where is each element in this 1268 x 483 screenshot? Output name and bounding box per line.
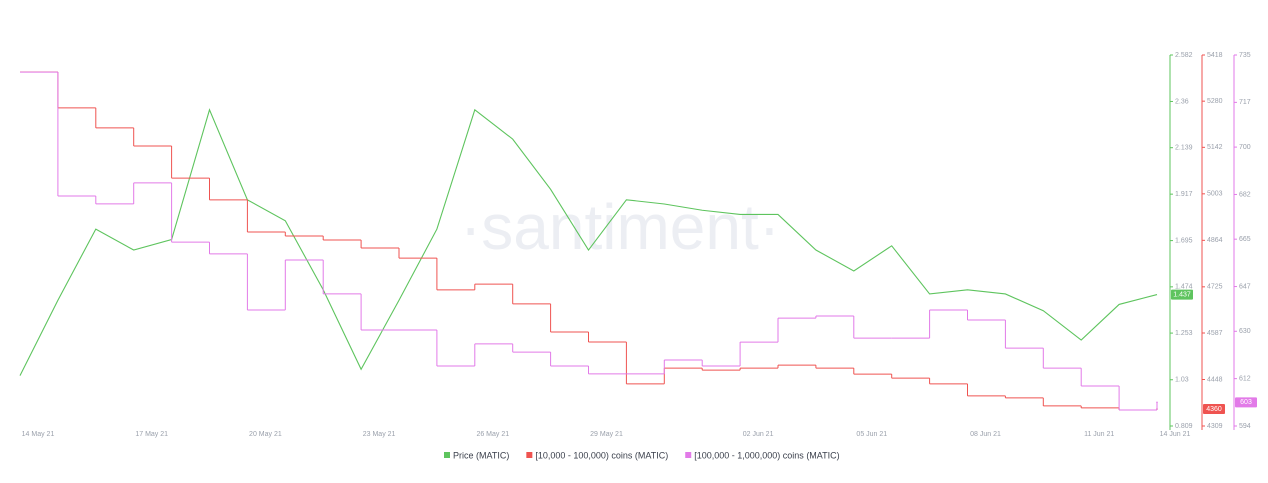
x-tick-label: 11 Jun 21 (1084, 431, 1114, 438)
y-tick-label: 5280 (1207, 98, 1223, 105)
legend-label: Price (MATIC) (453, 450, 509, 460)
watermark: ·santiment· (460, 191, 780, 263)
end-point (1156, 401, 1158, 404)
y-tick-label: 612 (1239, 375, 1251, 382)
y-tick-label: 1.917 (1175, 191, 1193, 198)
x-tick-label: 08 Jun 21 (970, 431, 1001, 438)
y-tick-label: 682 (1239, 191, 1251, 198)
y-tick-label: 4725 (1207, 284, 1223, 291)
last-value-badge (1203, 403, 1225, 414)
y-tick-label: 665 (1239, 236, 1251, 243)
x-tick-label: 23 May 21 (363, 431, 396, 438)
y-tick-label: 1.253 (1175, 330, 1193, 337)
x-tick-label: 17 May 21 (135, 431, 168, 438)
y-tick-label: 4448 (1207, 376, 1223, 383)
y-tick-label: 4864 (1207, 237, 1223, 244)
x-tick-label: 14 Jun 21 (1160, 431, 1191, 438)
x-tick-label: 14 May 21 (22, 431, 55, 438)
y-tick-label: 5418 (1207, 52, 1223, 59)
last-value-badge (1171, 289, 1193, 300)
y-tick-label: 630 (1239, 328, 1251, 335)
last-value-label: 603 (1240, 399, 1252, 406)
y-tick-label: 5142 (1207, 144, 1223, 151)
y-tick-label: 4587 (1207, 330, 1223, 337)
x-tick-label: 29 May 21 (590, 431, 623, 438)
last-value-label: 1.437 (1173, 291, 1191, 298)
x-tick-label: 20 May 21 (249, 431, 282, 438)
y-tick-label: 1.03 (1175, 377, 1189, 384)
y-tick-label: 2.36 (1175, 98, 1189, 105)
price-line (19, 108, 1158, 376)
y-tick-label: 0.809 (1175, 423, 1193, 430)
y-tick-label: 2.582 (1175, 52, 1193, 59)
y-tick-label: 700 (1239, 144, 1251, 151)
legend-swatch (526, 452, 533, 458)
legend-swatch (444, 452, 450, 458)
last-value-label: 4360 (1206, 406, 1222, 413)
y-tick-label: 2.139 (1175, 145, 1193, 152)
y-tick-label: 594 (1239, 423, 1251, 430)
y-tick-label: 4309 (1207, 423, 1223, 430)
last-value-badge (1235, 397, 1257, 408)
y-tick-label: 647 (1239, 283, 1251, 290)
legend: Price (MATIC) [10,000 - 100,000) coins (M… (444, 450, 840, 460)
y-tick-label: 717 (1239, 99, 1251, 106)
y-tick-label: 735 (1239, 52, 1251, 59)
legend-swatch (685, 452, 692, 458)
y-tick-label: 1.695 (1175, 237, 1193, 244)
legend-label: [100,000 - 1,000,000) coins (MATIC) (694, 450, 839, 460)
x-tick-label: 05 Jun 21 (856, 431, 887, 438)
x-tick-label: 02 Jun 21 (743, 431, 774, 438)
legend-label: [10,000 - 100,000) coins (MATIC) (535, 450, 668, 460)
y-tick-label: 1.474 (1175, 284, 1193, 291)
x-tick-label: 26 May 21 (476, 431, 509, 438)
y-tick-label: 5003 (1207, 191, 1223, 198)
